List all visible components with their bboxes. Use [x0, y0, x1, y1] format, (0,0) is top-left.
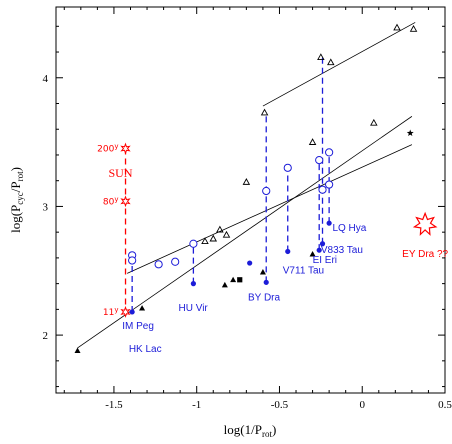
- open-circle-point: [315, 156, 324, 165]
- ey-dra-group: EY Dra ??: [402, 211, 449, 260]
- filled-square-point: [237, 277, 243, 283]
- axis-ticks: -1.5 -1 -0.5 0 0.5 2 3 4: [43, 7, 452, 411]
- open-circle-point: [128, 256, 137, 265]
- open-triangle-point: [370, 118, 378, 126]
- filled-star-point: [406, 129, 414, 136]
- open-triangle-point: [327, 58, 335, 66]
- open-triangle-point: [209, 234, 218, 242]
- x-tick-label: -0.5: [271, 399, 289, 411]
- sun-star: [120, 305, 131, 318]
- plot-frame: [55, 6, 446, 394]
- fit-line: [262, 22, 416, 107]
- x-tick-label: 0.5: [438, 399, 452, 411]
- filled-circle-point: [263, 279, 269, 285]
- open-triangle-point: [260, 108, 269, 116]
- y-axis-label: log(Pcyc/Prot): [8, 167, 25, 233]
- open-circle-point: [154, 260, 163, 269]
- open-triangle-point: [242, 178, 251, 185]
- star-name-label: HK Lac: [129, 344, 162, 355]
- filled-circle-point: [319, 241, 326, 247]
- x-axis-label: log(1/Prot): [224, 422, 277, 439]
- filled-circle-point: [326, 220, 332, 226]
- open-circle-point: [325, 180, 334, 189]
- open-circle-point: [189, 239, 198, 248]
- vertical-links: [131, 57, 330, 312]
- x-tick-label: -1: [192, 399, 201, 411]
- open-circle-point: [318, 185, 327, 194]
- sun-period-label: 200y: [97, 143, 118, 155]
- open-triangle-point: [409, 24, 418, 32]
- filled-triangle-point: [139, 305, 146, 311]
- filled-circle-point: [190, 281, 196, 287]
- ey-dra-label: EY Dra ??: [402, 249, 448, 260]
- filled-circle-point: [129, 309, 135, 315]
- sun-period-label: 80y: [103, 195, 119, 207]
- sun-star: [120, 195, 131, 208]
- open-triangle-point: [308, 138, 317, 145]
- open-triangle-point: [393, 23, 401, 31]
- ey-dra-star: [412, 211, 438, 236]
- filled-triangle-point: [309, 251, 316, 257]
- y-tick-label: 4: [43, 73, 49, 85]
- star-name-label: V711 Tau: [283, 265, 324, 276]
- open-circle-point: [262, 186, 271, 196]
- filled-circle-point: [247, 260, 253, 266]
- sun-label: SUN: [109, 166, 133, 180]
- filled-triangle-point: [230, 276, 237, 283]
- open-circle-point: [283, 163, 292, 172]
- sun-period-label: 11y: [103, 306, 119, 318]
- open-circle-point: [171, 257, 180, 266]
- sun-group: 200y 80y 11y SUN: [97, 142, 133, 318]
- y-tick-label: 2: [43, 330, 49, 342]
- data-points: [74, 23, 418, 353]
- filled-triangle-point: [221, 281, 228, 288]
- filled-triangle-point: [259, 269, 266, 275]
- fit-lines: [77, 22, 416, 349]
- filled-circle-point: [316, 247, 322, 253]
- fit-line: [77, 116, 413, 349]
- star-name-label: LQ Hya: [332, 223, 366, 234]
- x-tick-label: -1.5: [105, 399, 123, 411]
- star-name-label: IM Peg: [122, 321, 154, 332]
- y-tick-label: 3: [43, 201, 49, 213]
- star-name-label: EI Eri: [313, 255, 337, 266]
- open-triangle-point: [317, 53, 325, 61]
- open-circle-point: [325, 148, 334, 157]
- star-name-label: V833 Tau: [321, 245, 363, 256]
- filled-triangle-point: [74, 347, 81, 353]
- filled-circle-point: [285, 248, 291, 255]
- sun-star: [120, 142, 131, 155]
- x-tick-label: 0: [359, 399, 365, 411]
- star-name-label: BY Dra: [248, 293, 280, 304]
- fit-line: [127, 144, 413, 274]
- open-triangle-point: [222, 230, 231, 238]
- open-triangle-point: [201, 237, 209, 245]
- star-name-label: HU Vir: [178, 303, 208, 314]
- open-triangle-point: [216, 225, 224, 233]
